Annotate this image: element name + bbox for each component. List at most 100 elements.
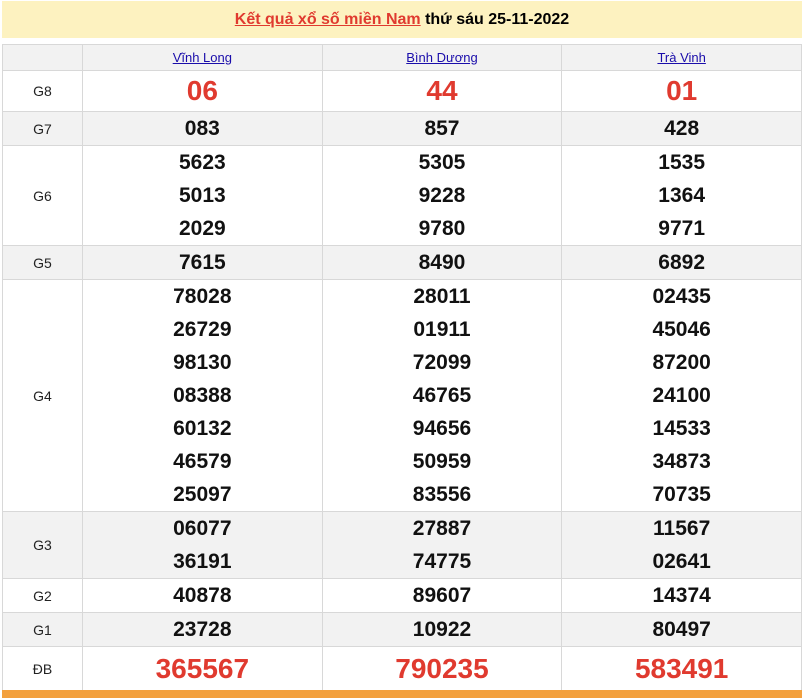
prize-number: 01	[666, 75, 698, 106]
prize-cell: 06077 36191	[82, 511, 323, 579]
prize-cell: 44	[321, 70, 563, 112]
prize-cell: 5623 5013 2029	[82, 145, 323, 246]
prize-cell: 23728	[82, 612, 323, 647]
prize-number: 94656	[412, 417, 472, 440]
prize-number: 06	[186, 75, 218, 106]
prize-number: 83556	[412, 483, 472, 506]
prize-number: 1364	[658, 184, 706, 207]
prize-number: 5623	[178, 151, 226, 174]
prize-number: 857	[424, 117, 460, 140]
prize-number: 11567	[653, 517, 711, 540]
prize-cell: 583491	[561, 646, 802, 691]
prize-number: 89607	[412, 584, 472, 607]
prize-cell: 14374	[561, 578, 802, 613]
prize-cell: 11567 02641	[561, 511, 802, 579]
prize-cell: 6892	[561, 245, 802, 280]
prize-row-g5: G5 7615 8490 6892	[2, 245, 802, 280]
prize-row-g8: G8 06 44 01	[2, 70, 802, 112]
page-title: Kết quả xổ số miền Nam thứ sáu 25-11-202…	[2, 1, 802, 38]
prize-cell: 01	[561, 70, 802, 112]
prize-number: 9771	[658, 217, 706, 240]
prize-number: 27887	[412, 517, 472, 540]
prize-number: 98130	[173, 351, 232, 374]
prize-number: 7615	[178, 251, 226, 274]
prize-label: G5	[2, 245, 83, 280]
prize-number: 02641	[652, 550, 711, 573]
prize-row-g7: G7 083 857 428	[2, 111, 802, 146]
prize-number: 08388	[173, 384, 232, 407]
prize-number: 583491	[634, 652, 729, 684]
corner-cell	[2, 44, 83, 71]
prize-cell: 8490	[321, 245, 563, 280]
prize-number: 46765	[412, 384, 472, 407]
prize-cell: 02435 45046 87200 24100 14533 34873 70735	[561, 279, 802, 512]
prize-number: 24100	[652, 384, 711, 407]
prize-cell: 06	[82, 70, 323, 112]
prize-number: 01911	[413, 318, 471, 341]
prize-number: 10922	[412, 618, 472, 641]
prize-cell: 790235	[321, 646, 563, 691]
province-header: Vĩnh Long	[82, 44, 323, 71]
prize-number: 87200	[652, 351, 711, 374]
title-date: thứ sáu 25-11-2022	[420, 11, 570, 28]
prize-cell: 083	[82, 111, 323, 146]
prize-number: 2029	[178, 217, 226, 240]
prize-number: 790235	[395, 652, 489, 684]
prize-cell: 428	[561, 111, 802, 146]
prize-number: 365567	[155, 652, 250, 684]
prize-number: 02435	[652, 285, 711, 308]
prize-row-g4: G4 78028 26729 98130 08388 60132 46579 25097 280…	[2, 279, 802, 512]
prize-cell: 27887 74775	[321, 511, 563, 579]
header-row: Vĩnh Long Bình Dương Trà Vinh	[2, 44, 802, 71]
prize-number: 36191	[173, 550, 232, 573]
prize-label: G1	[2, 612, 83, 647]
prize-number: 72099	[412, 351, 472, 374]
prize-row-g1: G1 23728 10922 80497	[2, 612, 802, 647]
prize-number: 14374	[652, 584, 711, 607]
prize-number: 50959	[412, 450, 472, 473]
prize-row-g3: G3 06077 36191 27887 74775 11567 02641	[2, 511, 802, 579]
prize-number: 9228	[418, 184, 466, 207]
prize-cell: 365567	[82, 646, 323, 691]
prize-cell: 78028 26729 98130 08388 60132 46579 25097	[82, 279, 323, 512]
prize-number: 34873	[652, 450, 711, 473]
prize-row-g6: G6 5623 5013 2029 5305 9228 9780 1535 1364 9771	[2, 145, 802, 246]
prize-cell: 7615	[82, 245, 323, 280]
prize-number: 9780	[418, 217, 466, 240]
prize-number: 44	[426, 75, 458, 106]
prize-label: G2	[2, 578, 83, 613]
prize-label: G4	[2, 279, 83, 512]
prize-number: 40878	[173, 584, 232, 607]
prize-cell: 5305 9228 9780	[321, 145, 563, 246]
prize-number: 46579	[173, 450, 232, 473]
prize-number: 78028	[173, 285, 232, 308]
prize-number: 8490	[418, 251, 466, 274]
prize-number: 06077	[173, 517, 232, 540]
prize-cell: 10922	[321, 612, 563, 647]
prize-number: 1535	[658, 151, 706, 174]
prize-number: 23728	[173, 618, 232, 641]
province-header: Trà Vinh	[561, 44, 802, 71]
prize-cell: 1535 1364 9771	[561, 145, 802, 246]
prize-number: 80497	[652, 618, 711, 641]
prize-number: 25097	[173, 483, 232, 506]
prize-cell: 40878	[82, 578, 323, 613]
prize-number: 5013	[178, 184, 226, 207]
prize-cell: 28011 01911 72099 46765 94656 50959 83556	[321, 279, 563, 512]
prize-label: G3	[2, 511, 83, 579]
province-link[interactable]: Vĩnh Long	[172, 49, 232, 65]
province-link[interactable]: Trà Vinh	[657, 49, 706, 65]
prize-number: 28011	[413, 285, 471, 308]
prize-row-g2: G2 40878 89607 14374	[2, 578, 802, 613]
prize-number: 083	[184, 117, 220, 140]
prize-number: 70735	[652, 483, 711, 506]
prize-label: G8	[2, 70, 83, 112]
prize-number: 6892	[658, 251, 706, 274]
bottom-bar	[2, 690, 802, 698]
prize-number: 5305	[418, 151, 466, 174]
prize-number: 14533	[652, 417, 711, 440]
prize-row-đb: ĐB 365567 790235 583491	[2, 646, 802, 691]
province-header: Bình Dương	[321, 44, 563, 71]
title-link[interactable]: Kết quả xổ số miền Nam	[234, 11, 421, 28]
province-link[interactable]: Bình Dương	[406, 49, 478, 65]
